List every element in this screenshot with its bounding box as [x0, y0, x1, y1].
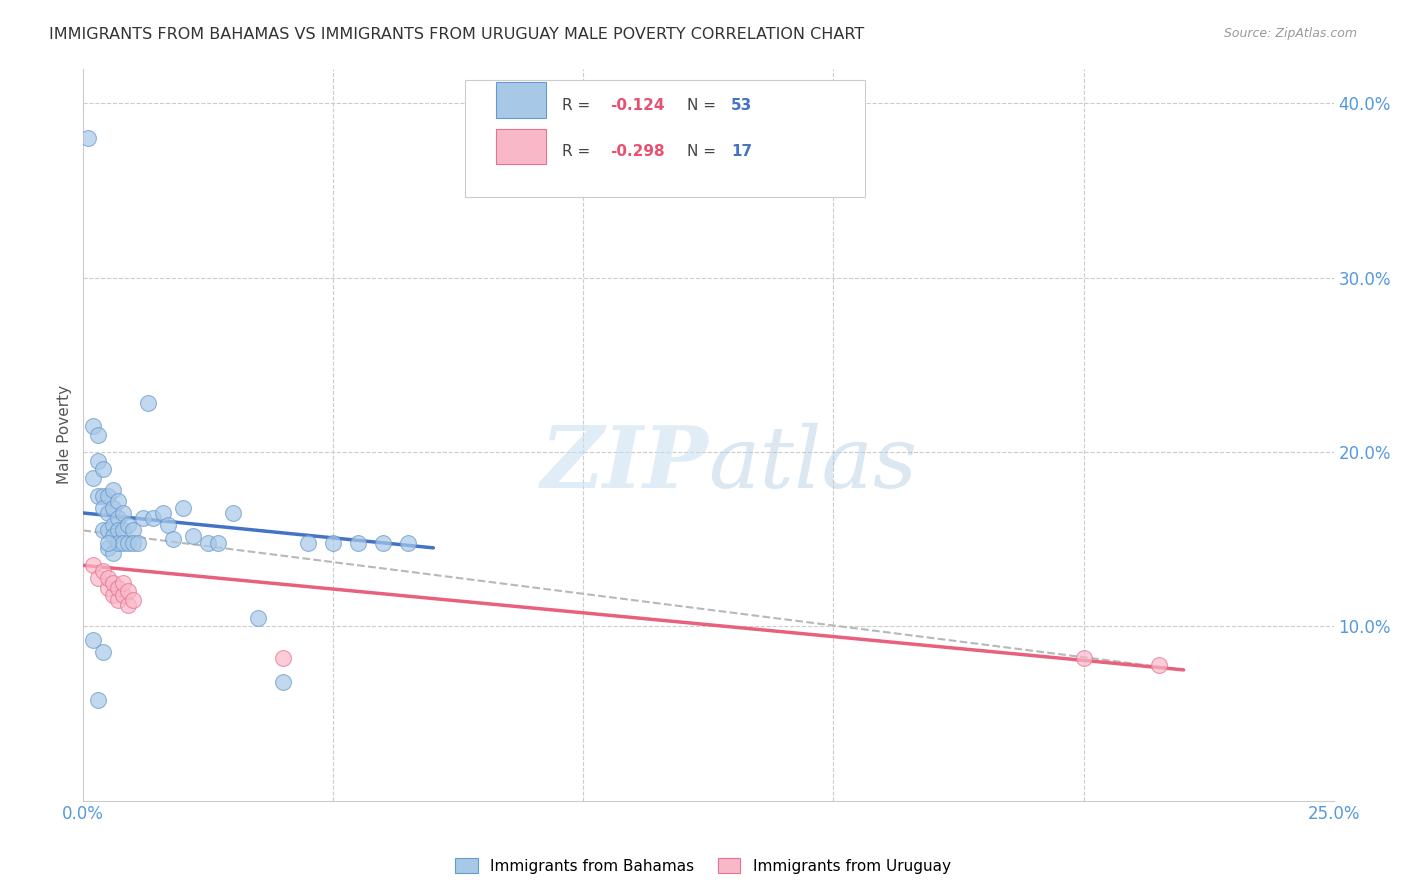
Legend: Immigrants from Bahamas, Immigrants from Uruguay: Immigrants from Bahamas, Immigrants from…	[450, 852, 956, 880]
Point	[107, 524, 129, 538]
Point	[207, 535, 229, 549]
Point	[122, 524, 145, 538]
Text: IMMIGRANTS FROM BAHAMAS VS IMMIGRANTS FROM URUGUAY MALE POVERTY CORRELATION CHAR: IMMIGRANTS FROM BAHAMAS VS IMMIGRANTS FR…	[49, 27, 865, 42]
FancyBboxPatch shape	[496, 82, 546, 118]
Point	[91, 462, 114, 476]
FancyBboxPatch shape	[496, 128, 546, 164]
Point	[297, 535, 319, 549]
Text: 17: 17	[731, 144, 752, 159]
Text: atlas: atlas	[709, 423, 918, 505]
Point	[197, 535, 219, 549]
Point	[122, 593, 145, 607]
Point	[97, 581, 120, 595]
Point	[103, 588, 125, 602]
Point	[87, 453, 110, 467]
Point	[97, 524, 120, 538]
Text: -0.298: -0.298	[610, 144, 664, 159]
Text: -0.124: -0.124	[610, 97, 664, 112]
Point	[107, 581, 129, 595]
Point	[87, 570, 110, 584]
Point	[117, 584, 139, 599]
Point	[82, 471, 104, 485]
Point	[127, 535, 149, 549]
Text: R =: R =	[562, 144, 595, 159]
Point	[103, 500, 125, 515]
Point	[172, 500, 194, 515]
Point	[247, 610, 270, 624]
Text: R =: R =	[562, 97, 595, 112]
Point	[112, 506, 135, 520]
Point	[87, 427, 110, 442]
Text: N =: N =	[688, 144, 721, 159]
Point	[112, 575, 135, 590]
Point	[103, 518, 125, 533]
Point	[97, 506, 120, 520]
Point	[77, 131, 100, 145]
Point	[396, 535, 419, 549]
Point	[97, 541, 120, 555]
Point	[103, 529, 125, 543]
Point	[91, 500, 114, 515]
Point	[97, 535, 120, 549]
Point	[103, 546, 125, 560]
Point	[107, 493, 129, 508]
Point	[107, 535, 129, 549]
Point	[82, 633, 104, 648]
FancyBboxPatch shape	[464, 79, 865, 196]
Point	[181, 529, 204, 543]
Point	[152, 506, 174, 520]
Point	[112, 524, 135, 538]
Point	[87, 489, 110, 503]
Point	[117, 535, 139, 549]
Point	[273, 675, 295, 690]
Point	[1073, 650, 1095, 665]
Text: ZIP: ZIP	[540, 422, 709, 506]
Point	[273, 650, 295, 665]
Point	[1147, 657, 1170, 672]
Point	[82, 418, 104, 433]
Point	[107, 593, 129, 607]
Point	[117, 599, 139, 613]
Point	[157, 518, 180, 533]
Point	[112, 588, 135, 602]
Point	[373, 535, 395, 549]
Point	[322, 535, 344, 549]
Point	[91, 524, 114, 538]
Point	[112, 535, 135, 549]
Y-axis label: Male Poverty: Male Poverty	[58, 385, 72, 484]
Point	[122, 535, 145, 549]
Point	[142, 511, 165, 525]
Text: 53: 53	[731, 97, 752, 112]
Point	[82, 558, 104, 573]
Point	[117, 518, 139, 533]
Point	[107, 511, 129, 525]
Point	[91, 489, 114, 503]
Point	[91, 645, 114, 659]
Point	[136, 396, 159, 410]
Text: Source: ZipAtlas.com: Source: ZipAtlas.com	[1223, 27, 1357, 40]
Point	[87, 692, 110, 706]
Point	[103, 575, 125, 590]
Point	[132, 511, 155, 525]
Text: N =: N =	[688, 97, 721, 112]
Point	[97, 570, 120, 584]
Point	[162, 532, 184, 546]
Point	[91, 564, 114, 578]
Point	[97, 489, 120, 503]
Point	[103, 483, 125, 498]
Point	[222, 506, 245, 520]
Point	[347, 535, 370, 549]
